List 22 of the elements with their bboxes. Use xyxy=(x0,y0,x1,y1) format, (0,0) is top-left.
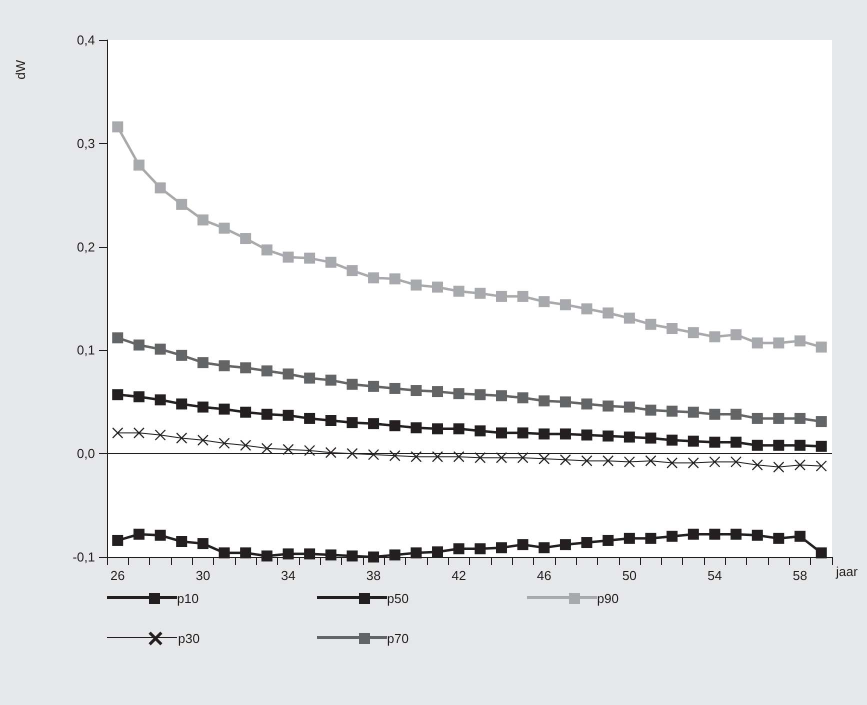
x-tick-label: 34 xyxy=(281,568,296,583)
x-tick-label: 46 xyxy=(536,568,552,583)
x-axis-title: jaar xyxy=(835,564,858,579)
x-tick-label: 38 xyxy=(366,568,381,583)
x-tick-label: 30 xyxy=(196,568,210,583)
legend-label: p50 xyxy=(387,591,409,606)
legend-label: p10 xyxy=(177,591,199,606)
y-tick-label: 0,2 xyxy=(76,239,95,254)
x-tick-label: 50 xyxy=(622,568,637,583)
y-tick-label: 0,3 xyxy=(76,136,95,151)
y-tick-label: 0,1 xyxy=(76,342,95,358)
legend-label: p70 xyxy=(387,631,409,646)
x-tick-label: 42 xyxy=(452,568,466,583)
y-axis-title: dW xyxy=(13,59,28,80)
y-tick-label: 0,4 xyxy=(76,32,95,48)
legend-label: p90 xyxy=(597,591,619,606)
x-tick-label: 58 xyxy=(792,568,808,583)
x-tick-label: 26 xyxy=(110,568,125,583)
y-tick-label: 0,0 xyxy=(76,446,95,462)
x-tick-label: 54 xyxy=(707,568,722,583)
legend-label: p30 xyxy=(178,631,200,646)
y-tick-label: -0,1 xyxy=(72,550,95,564)
